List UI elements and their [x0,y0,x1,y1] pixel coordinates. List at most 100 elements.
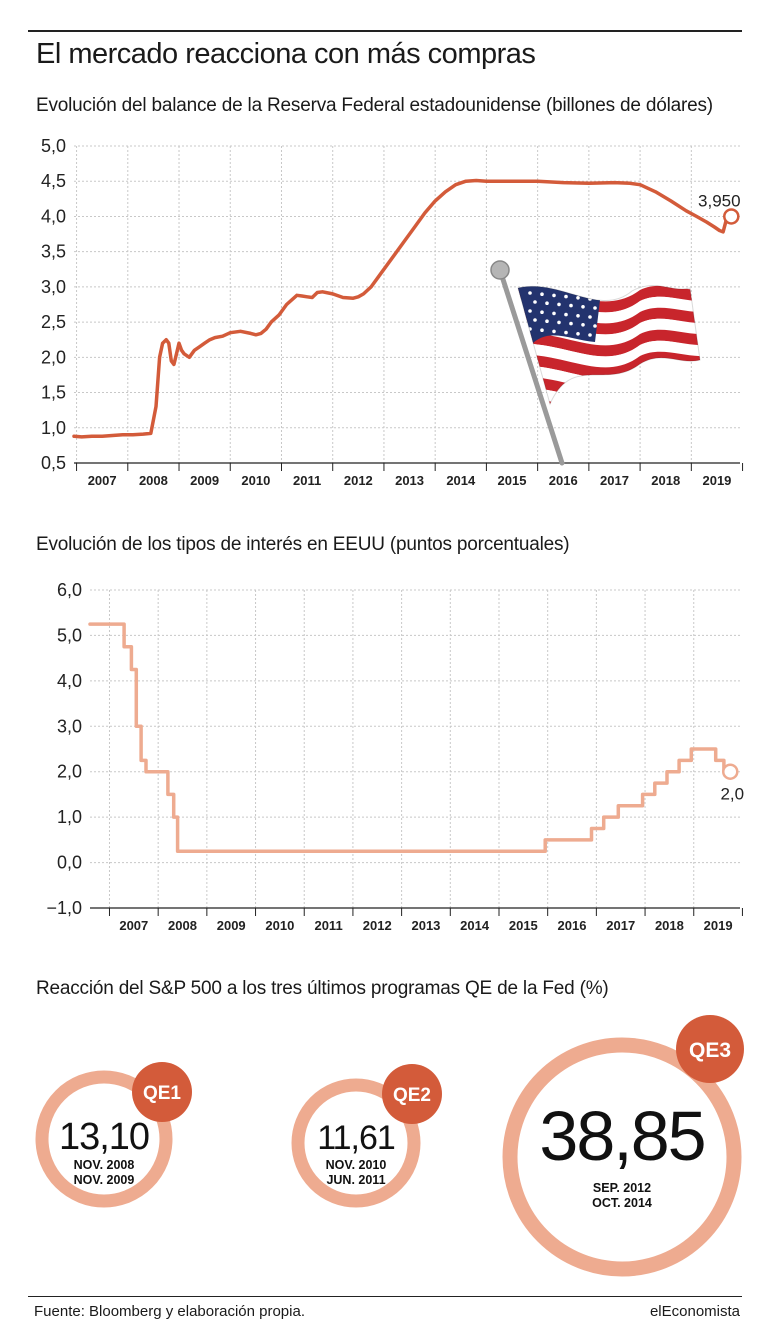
rates-end-label: 2,0 [720,785,744,804]
qe2-value: 11,61 [317,1119,395,1157]
qe1-date-start: NOV. 2008 [74,1158,135,1172]
balance-chart: 5,0 4,5 4,0 3,5 3,0 2,5 2,0 1,5 1,0 0,5 2007 2008 20… [41,136,744,488]
flag-star [564,330,568,335]
flag-star [528,309,532,313]
balance-xtick-label: 2011 [293,473,321,488]
qe3-date-end: OCT. 2014 [592,1196,652,1210]
balance-line [72,178,729,439]
balance-ytick-label: 5,0 [41,136,66,156]
qe1-date-end: NOV. 2009 [74,1173,135,1187]
flag-star [540,292,544,296]
flag-star [557,302,561,307]
rates-xtick-label: 2013 [411,918,440,933]
rates-grid [90,589,740,908]
rates-xtick-label: 2012 [363,918,392,933]
rates-xtick-label: 2017 [606,918,635,933]
page-title: El mercado reacciona con más compras [36,38,536,70]
flag-outline [517,285,701,406]
balance-xtick-label: 2007 [88,473,117,488]
balance-xtick-label: 2015 [498,473,527,488]
qe1-group: QE1 13,10 NOV. 2008 NOV. 2009 [35,1062,192,1208]
rates-xtick-label: 2010 [265,918,294,933]
qe3-badge-label: QE3 [689,1039,731,1062]
flag-stripe [518,329,700,357]
balance-xtick-label: 2014 [446,473,476,488]
qe2-ring [291,1078,421,1208]
balance-xtick-label: 2008 [139,473,168,488]
brand-name: elEconomista [649,1303,740,1320]
qe-section-title: Reacción del S&P 500 a los tres últimos … [36,978,609,999]
balance-series [72,178,729,439]
rates-xtick-label: 2016 [558,918,587,933]
flag-star [588,333,592,337]
balance-ytick-label: 1,0 [41,418,66,438]
flag-star [569,303,573,308]
balance-xtick-label: 2013 [395,473,424,488]
rates-ytick-label: 0,0 [57,853,82,873]
flag-star [540,310,544,314]
balance-ytick-label: 1,5 [41,383,66,403]
balance-end-marker [723,208,740,225]
flag-star [593,306,597,310]
source-note: Fuente: Bloomberg y elaboración propia. [34,1303,305,1320]
rates-axes: 6,0 5,0 4,0 3,0 2,0 1,0 0,0 −1,0 2007 2008 2009 201… [46,580,743,933]
rates-ytick-label: 3,0 [57,716,82,736]
qe3-group: QE3 38,85 SEP. 2012 OCT. 2014 [502,1015,744,1277]
flag-stripe [518,340,700,368]
flag-star [545,319,549,323]
qe-rings: QE1 13,10 NOV. 2008 NOV. 2009 QE2 11,61 … [35,1015,744,1277]
qe2-badge [382,1064,442,1124]
flag-star [545,301,549,305]
balance-ytick-label: 2,0 [41,347,66,367]
qe1-badge [132,1062,192,1122]
rates-chart: 6,0 5,0 4,0 3,0 2,0 1,0 0,0 −1,0 2007 2008 2009 201… [46,580,744,933]
balance-xtick-label: 2019 [702,473,731,488]
rates-series [88,622,731,853]
balance-ytick-label: 0,5 [41,453,66,473]
rates-ytick-label: 1,0 [57,807,82,827]
balance-xtick-label: 2017 [600,473,629,488]
flag-stripe [518,395,700,404]
rates-end-marker [722,763,739,780]
rates-ytick-label: −1,0 [46,898,82,918]
balance-ytick-label: 3,0 [41,277,66,297]
flag-star [569,321,573,326]
qe1-value: 13,10 [59,1116,149,1158]
balance-ytick-label: 4,0 [41,206,66,226]
qe3-date-start: SEP. 2012 [593,1181,651,1195]
balance-xtick-label: 2009 [190,473,219,488]
balance-xtick-label: 2016 [549,473,578,488]
rates-ytick-label: 5,0 [57,625,82,645]
rates-xtick-label: 2008 [168,918,197,933]
qe1-ring [35,1070,173,1208]
flag-star [581,323,585,327]
balance-axes: 5,0 4,5 4,0 3,5 3,0 2,5 2,0 1,5 1,0 0,5 2007 2008 20… [41,136,744,488]
rates-ytick-label: 2,0 [57,762,82,782]
rates-chart-title: Evolución de los tipos de interés en EEU… [36,534,570,555]
balance-xtick-label: 2012 [344,473,373,488]
balance-end-label: 3,950 [698,191,741,210]
flag-star [576,332,580,336]
balance-chart-title: Evolución del balance de la Reserva Fede… [36,95,713,116]
flag-star [557,320,561,325]
balance-xtick-label: 2018 [651,473,680,488]
top-rule [28,30,742,32]
qe1-badge-label: QE1 [143,1083,181,1104]
rates-xtick-label: 2018 [655,918,684,933]
flag-star [552,329,556,334]
flag-star [533,300,537,304]
qe3-value: 38,85 [539,1097,704,1175]
flag-star [593,324,597,328]
flag-pole-knob [490,260,510,280]
flag-pole [497,267,565,466]
qe3-ring [502,1037,742,1277]
balance-ytick-label: 2,5 [41,312,66,332]
balance-grid [74,145,740,463]
flag-stripe [518,384,700,404]
flag-star [533,318,537,322]
flag-star [581,305,585,309]
qe2-date-start: NOV. 2010 [326,1158,387,1172]
balance-xtick-label: 2010 [241,473,270,488]
rates-xtick-label: 2007 [119,918,148,933]
us-flag-illustration [490,260,701,466]
